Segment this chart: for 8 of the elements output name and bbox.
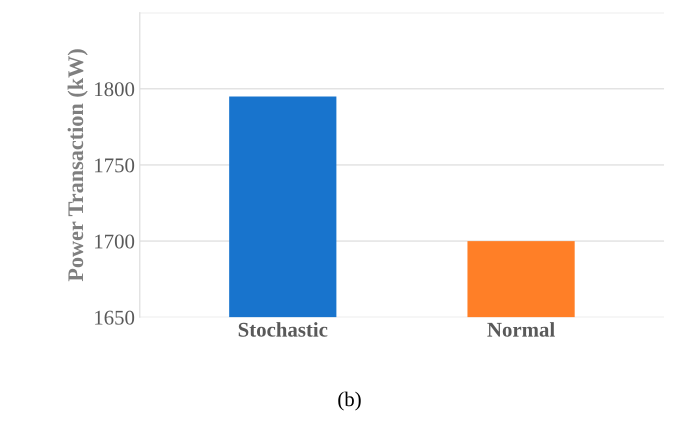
- y-tick-label: 1750: [95, 158, 134, 172]
- y-tick-label: 1800: [95, 82, 134, 96]
- y-axis-title: Power Transaction (kW): [68, 49, 88, 282]
- text: (b): [338, 392, 361, 411]
- x-tick-label: Stochastic: [238, 322, 328, 337]
- x-tick-label: Normal: [487, 322, 555, 337]
- y-tick-label: 1650: [95, 310, 134, 325]
- y-tick-label: 1700: [95, 234, 134, 249]
